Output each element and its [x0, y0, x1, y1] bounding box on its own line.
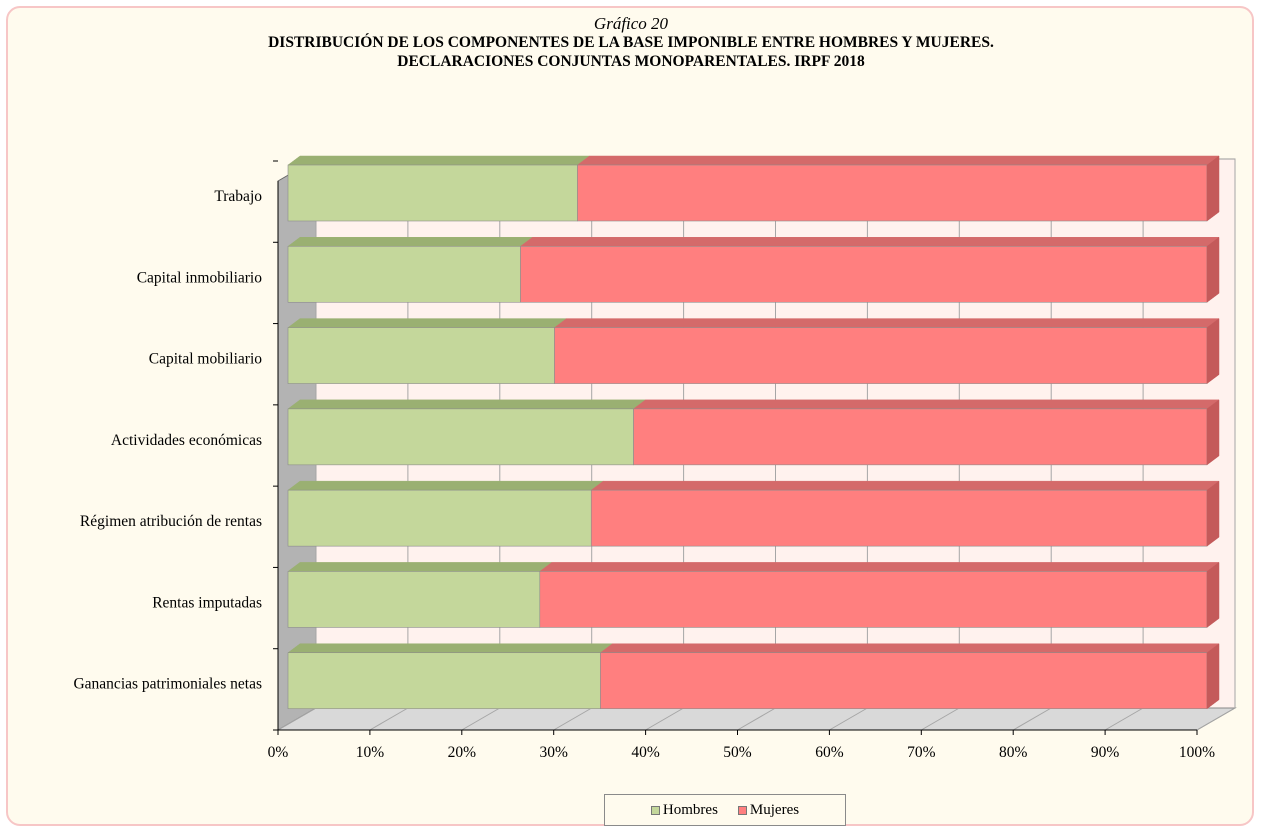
legend-label-hombres: Hombres — [662, 801, 718, 818]
chart-number: Gráfico 20 — [593, 14, 669, 33]
x-tick-label: 50% — [723, 744, 752, 761]
bar-hombres — [287, 652, 601, 710]
legend-item-mujeres: Mujeres — [737, 801, 800, 819]
bar-top-mujeres — [519, 237, 1220, 247]
bar-side — [1206, 318, 1220, 385]
category-label: Rentas imputadas — [152, 594, 262, 611]
bar-top-mujeres — [539, 562, 1220, 572]
x-tick-label: 0% — [268, 744, 289, 761]
bar-mujeres — [520, 245, 1208, 303]
chart-title: Gráfico 20 DISTRIBUCIÓN DE LOS COMPONENT… — [0, 14, 1262, 71]
bar-hombres — [287, 489, 592, 547]
floor-gridline — [461, 707, 501, 731]
floor-gridline — [921, 707, 960, 731]
bar-side — [1206, 236, 1220, 303]
floor-gridline — [277, 707, 317, 731]
category-label: Ganancias patrimoniales netas — [73, 676, 262, 693]
x-tick-label: 10% — [356, 744, 385, 761]
category-label: Actividades económicas — [111, 432, 262, 449]
x-tick-label: 60% — [815, 744, 844, 761]
bar-hombres — [287, 571, 541, 628]
legend-swatch-mujeres — [737, 805, 747, 815]
bar-mujeres — [600, 652, 1208, 710]
chart-title-line-2: DECLARACIONES CONJUNTAS MONOPARENTALES. … — [397, 53, 865, 70]
bar-top-mujeres — [553, 318, 1220, 328]
bar-side — [1206, 399, 1220, 466]
bar-side — [1206, 643, 1220, 710]
x-tick-label: 80% — [999, 744, 1028, 761]
bar-mujeres — [539, 571, 1208, 628]
bar-hombres — [287, 408, 634, 466]
bar-side — [1206, 155, 1220, 222]
bar-hombres — [287, 164, 578, 222]
x-tick-label: 70% — [907, 744, 936, 761]
bar-mujeres — [633, 408, 1208, 466]
floor-gridline — [645, 707, 684, 731]
bar-side — [1206, 561, 1220, 628]
bar-top-hombres — [287, 399, 647, 410]
legend-item-hombres: Hombres — [650, 801, 718, 819]
bar-mujeres — [554, 327, 1208, 384]
x-tick-label: 40% — [631, 744, 660, 761]
bar-top-hombres — [287, 318, 568, 328]
bar-top-hombres — [287, 562, 553, 572]
category-label: Capital mobiliario — [149, 351, 262, 368]
bar-hombres — [287, 327, 555, 384]
chart-title-line-1: DISTRIBUCIÓN DE LOS COMPONENTES DE LA BA… — [268, 34, 994, 51]
floor-gridline — [1196, 707, 1236, 731]
bar-top-mujeres — [590, 480, 1220, 491]
bar-mujeres — [590, 489, 1208, 547]
floor-gridline — [1012, 707, 1052, 731]
bar-top-mujeres — [599, 643, 1220, 653]
floor-gridline — [737, 707, 776, 731]
category-label: Trabajo — [214, 188, 262, 205]
floor-gridline — [829, 707, 868, 731]
floor-gridline — [553, 707, 592, 731]
bar-top-hombres — [287, 237, 534, 247]
bar-mujeres — [577, 164, 1208, 222]
bar-top-mujeres — [576, 155, 1220, 166]
bar-top-mujeres — [632, 399, 1220, 410]
bar-top-hombres — [287, 155, 591, 166]
legend: Hombres Mujeres — [604, 794, 846, 826]
x-tick-label: 30% — [539, 744, 568, 761]
category-label: Capital inmobiliario — [137, 269, 263, 286]
x-tick-label: 90% — [1091, 744, 1120, 761]
legend-label-mujeres: Mujeres — [749, 801, 800, 818]
bar-top-hombres — [287, 480, 605, 491]
x-tick-label: 20% — [448, 744, 477, 761]
category-label: Régimen atribución de rentas — [80, 513, 262, 530]
bar-top-hombres — [287, 643, 614, 653]
floor-gridline — [369, 707, 409, 731]
x-tick-label: 100% — [1179, 744, 1215, 761]
bar-hombres — [287, 245, 521, 303]
floor-gridline — [1104, 707, 1144, 731]
legend-swatch-hombres — [650, 805, 660, 815]
bar-side — [1206, 480, 1220, 547]
